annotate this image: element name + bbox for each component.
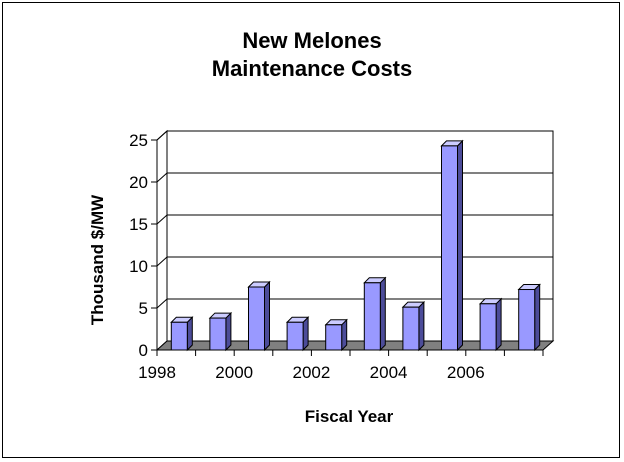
side-wall [156,129,168,352]
bar-side [534,283,541,352]
bar [170,316,194,352]
bar-front [479,303,497,351]
bar [324,318,348,352]
bar-side [495,297,502,352]
chart-title-line-2: Maintenance Costs [211,56,413,81]
gridline [156,130,553,141]
bar [401,300,426,352]
y-tick-label: 20 [129,173,148,192]
chart-title-line-1: New Melones [242,28,382,53]
bar-front [363,282,381,351]
y-axis-title: Thousand $/MW [88,194,107,325]
bar [285,316,310,352]
bar-front [402,306,420,351]
y-tick-label: 10 [129,257,148,276]
bar-front [325,324,343,351]
x-tick-label: 2004 [370,363,408,382]
gridline [156,298,553,309]
gridline [156,256,553,267]
x-tick-label: 2006 [447,363,485,382]
chart-title: New Melones Maintenance Costs [3,27,621,83]
bar-side [264,280,270,352]
x-tick-label: 2002 [292,363,330,382]
bars [170,139,541,352]
gridline [156,214,553,225]
bar-front [209,317,227,351]
bar-side [379,276,386,352]
gridline [156,172,553,183]
bar-front [286,321,304,351]
bar-side [418,300,425,352]
bar [363,276,387,352]
bar-side [457,139,463,352]
bar [247,280,271,352]
axes: 0 5 10 15 20 25 1998 2000 2002 2004 2006 [129,131,544,382]
bar [517,283,541,352]
bar-front [518,289,536,351]
gridlines [156,130,553,309]
bar [440,139,464,352]
x-tick-label: 2000 [215,363,253,382]
bar-front [170,321,188,351]
y-tick-label: 25 [129,131,148,150]
x-tick-label: 1998 [138,363,176,382]
bar [208,311,233,352]
bar-front [441,145,458,351]
bar-front [248,286,265,351]
bar [478,297,503,352]
x-axis-title: Fiscal Year [305,407,394,426]
y-tick-label: 0 [139,341,148,360]
bar-side [225,311,232,352]
y-tick-label: 5 [139,299,148,318]
y-tick-label: 15 [129,215,148,234]
